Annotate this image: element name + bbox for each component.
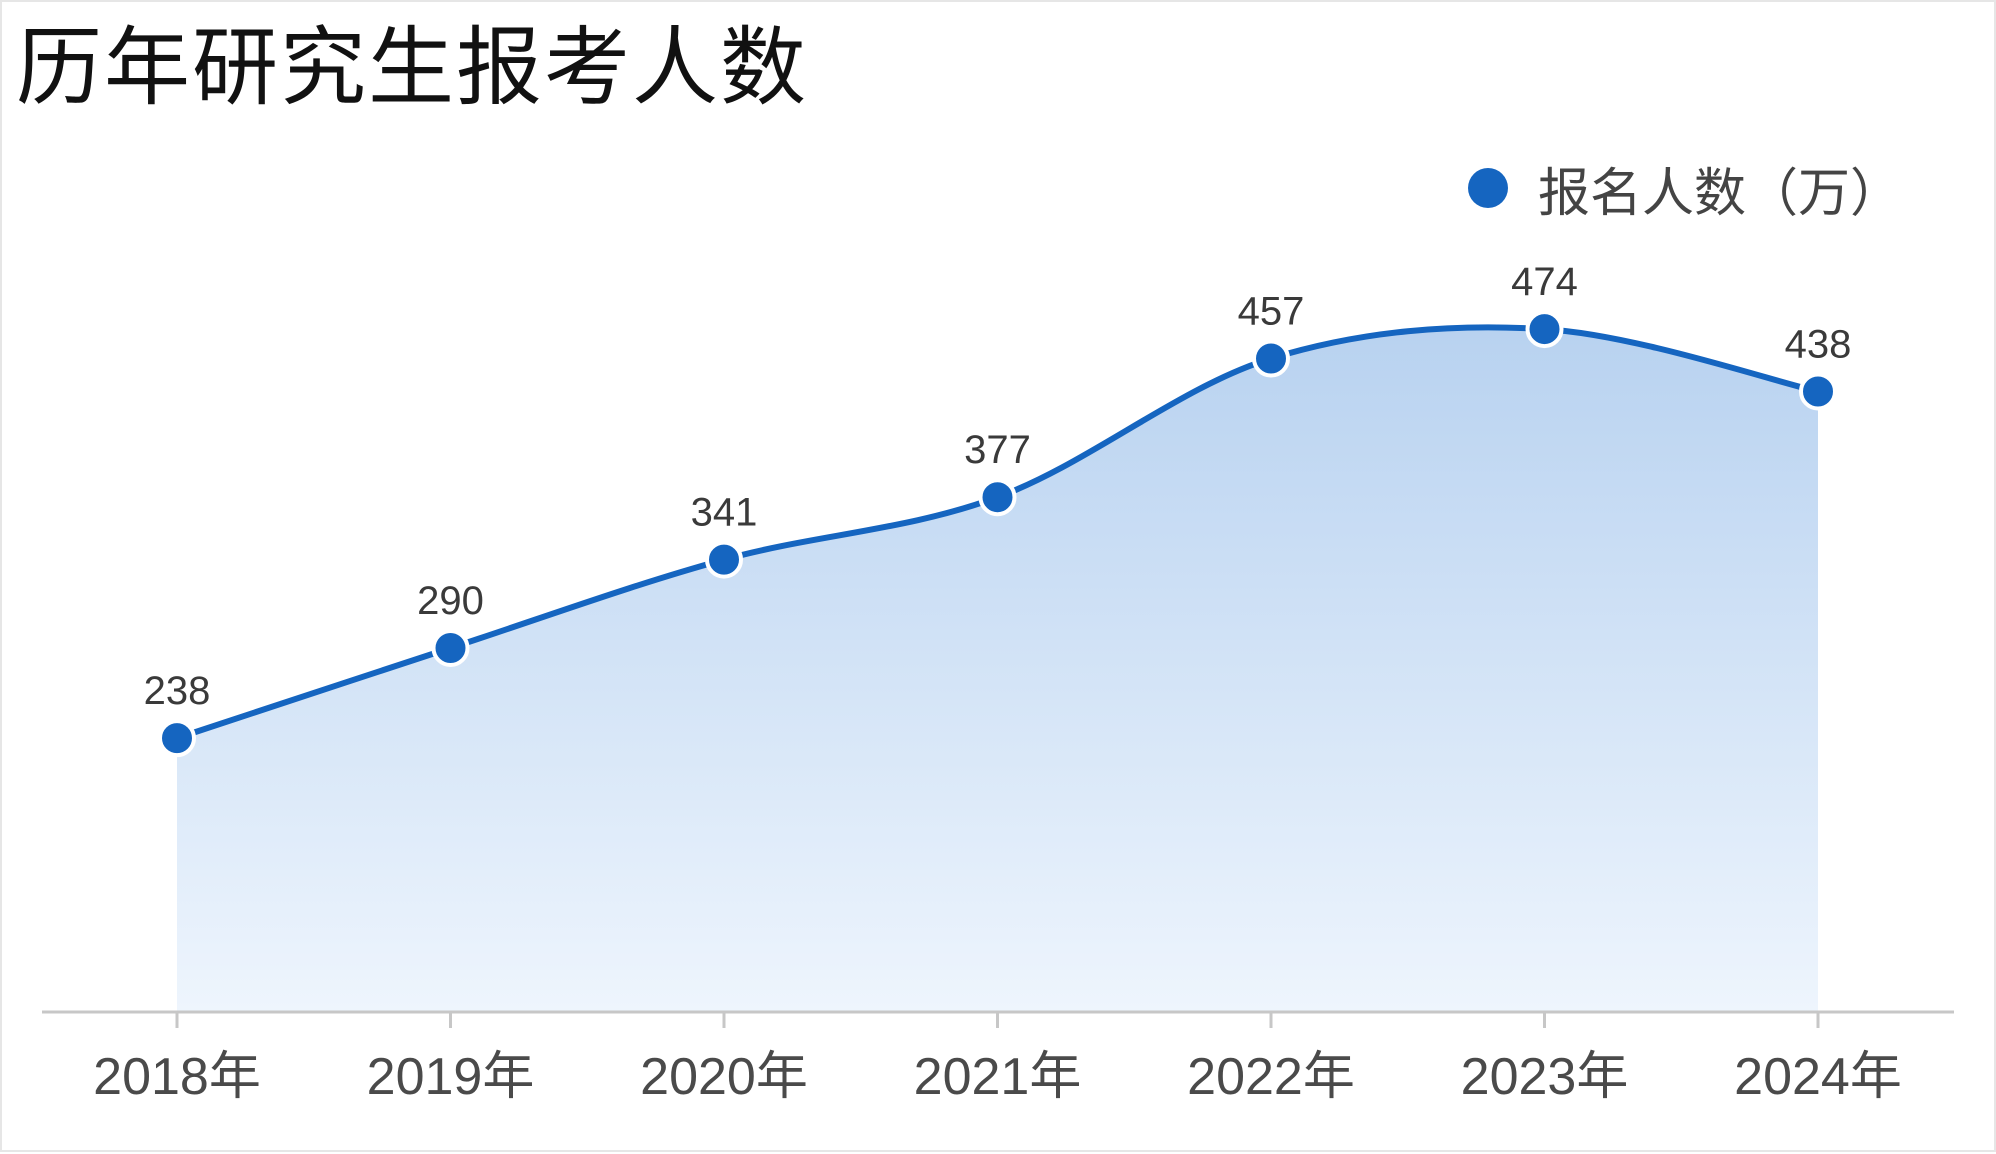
- x-tick-label: 2023年: [1461, 1048, 1629, 1106]
- legend-label: 报名人数（万）: [1538, 163, 1903, 224]
- x-tick-label: 2019年: [367, 1048, 535, 1106]
- data-point: [431, 629, 470, 667]
- area-fill: [177, 327, 1818, 1012]
- data-point: [705, 540, 743, 579]
- x-tick-label: 2022年: [1187, 1048, 1355, 1106]
- legend: 报名人数（万）: [1468, 152, 1902, 224]
- data-label: 457: [1238, 290, 1305, 334]
- data-label: 290: [417, 579, 484, 623]
- data-label: 438: [1785, 322, 1852, 366]
- x-tick-labels: 2018年 2019年 2020年 2021年 2022年 2023年 2024年: [93, 1048, 1902, 1106]
- chart-title: 历年研究生报考人数: [16, 18, 808, 118]
- data-label: 238: [144, 669, 211, 713]
- x-tick-label: 2020年: [640, 1048, 808, 1106]
- x-tick-label: 2021年: [914, 1048, 1082, 1106]
- data-point: [158, 719, 196, 758]
- data-label: 377: [964, 428, 1031, 472]
- data-label: 341: [691, 491, 758, 535]
- x-tick-label: 2024年: [1734, 1048, 1902, 1106]
- area-layer: [177, 327, 1818, 1012]
- data-labels: 238 290 341 377 457 474 438: [144, 260, 1852, 713]
- data-point: [1799, 372, 1837, 411]
- x-axis: [42, 1010, 1954, 1028]
- marker-layer: [158, 310, 1837, 758]
- data-point: [1525, 310, 1564, 349]
- legend-marker: [1468, 168, 1508, 208]
- data-label: 474: [1511, 260, 1578, 304]
- data-point: [1252, 339, 1290, 378]
- x-tick-label: 2018年: [93, 1048, 261, 1106]
- data-point: [978, 478, 1017, 517]
